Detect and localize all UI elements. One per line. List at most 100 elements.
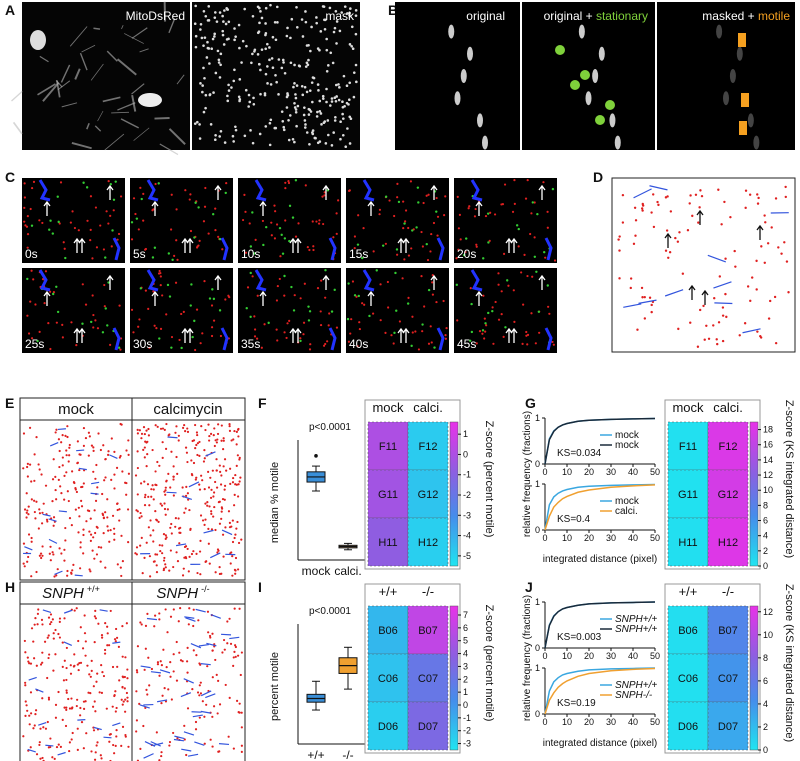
dot <box>278 277 281 281</box>
dot <box>288 114 292 117</box>
blue-cluster <box>436 237 445 261</box>
dot <box>303 85 307 89</box>
dot <box>58 449 61 453</box>
neurite <box>37 83 56 96</box>
dot <box>176 472 179 476</box>
dot <box>196 433 199 437</box>
neurite <box>60 64 71 83</box>
dot <box>421 245 424 248</box>
dot <box>198 488 202 491</box>
dot <box>181 426 185 429</box>
dot <box>140 623 143 626</box>
dot <box>78 515 81 518</box>
dot <box>744 189 748 192</box>
dot <box>82 482 85 485</box>
dot <box>492 342 495 345</box>
dot <box>390 334 393 337</box>
dot <box>101 671 104 674</box>
dot <box>234 35 237 38</box>
dot <box>90 320 93 324</box>
dot <box>213 444 216 448</box>
neurite <box>139 48 149 53</box>
dot <box>304 20 308 24</box>
neurite <box>120 118 140 129</box>
dot <box>302 333 305 336</box>
track <box>192 714 203 718</box>
colorbar-tick-label: 10 <box>763 485 773 495</box>
dot <box>281 58 285 62</box>
dot <box>249 245 253 248</box>
cell-label: C06 <box>378 673 398 685</box>
dot <box>119 566 122 569</box>
dot <box>94 617 98 620</box>
dot <box>500 290 503 293</box>
dot <box>407 226 410 230</box>
dot <box>206 610 210 613</box>
dot <box>199 28 202 31</box>
dot <box>120 744 123 747</box>
mito <box>482 135 488 150</box>
dot <box>132 331 135 334</box>
dot <box>83 632 87 635</box>
dot <box>283 71 287 75</box>
dot <box>102 516 105 519</box>
dot <box>199 82 202 85</box>
cdf-line <box>544 484 656 531</box>
dot <box>237 427 240 431</box>
heatmap-cell <box>707 469 749 519</box>
dot <box>455 283 459 287</box>
neurite <box>90 63 104 81</box>
dot <box>31 186 34 190</box>
dot <box>182 310 185 313</box>
dot <box>200 425 203 428</box>
track <box>93 726 102 731</box>
dot <box>333 96 337 100</box>
dot <box>96 486 99 489</box>
dot <box>379 283 382 286</box>
x-tick-label: 30 <box>606 467 616 477</box>
dot <box>154 470 157 473</box>
colorbar <box>449 421 459 567</box>
dot <box>76 727 79 730</box>
dot <box>335 326 339 329</box>
x-tick-label: 30 <box>606 651 616 661</box>
dot <box>324 296 327 299</box>
dot <box>94 531 97 535</box>
dot <box>55 321 58 324</box>
dot <box>668 251 672 254</box>
dot <box>33 499 36 502</box>
dot <box>328 6 332 10</box>
heatmap-frame <box>364 583 461 754</box>
neurite <box>168 18 176 34</box>
dot <box>210 326 214 329</box>
dot <box>235 483 238 486</box>
dot <box>209 636 212 639</box>
colorbar-tick-label: -4 <box>463 531 471 541</box>
dot <box>233 568 237 572</box>
dot <box>517 227 520 231</box>
soma <box>30 30 46 50</box>
dot <box>320 123 323 126</box>
cell-label: B07 <box>418 625 438 637</box>
dot <box>75 704 78 708</box>
dot <box>141 572 144 575</box>
dot <box>145 541 148 544</box>
track <box>210 614 221 619</box>
neurite <box>133 127 150 141</box>
dot <box>513 179 516 182</box>
colorbar-tick-label: 0 <box>463 700 468 710</box>
dot <box>88 530 91 533</box>
dot <box>153 625 156 628</box>
dot <box>124 710 127 713</box>
dot <box>103 305 106 308</box>
dot <box>340 11 343 14</box>
dot <box>238 480 241 483</box>
dot <box>206 46 210 50</box>
caption: masked + motile <box>702 9 790 23</box>
x-tick-label: 0 <box>542 651 547 661</box>
track <box>38 721 47 726</box>
dot <box>69 664 72 667</box>
dot <box>178 542 181 545</box>
dot <box>756 202 760 205</box>
dot <box>152 290 155 293</box>
